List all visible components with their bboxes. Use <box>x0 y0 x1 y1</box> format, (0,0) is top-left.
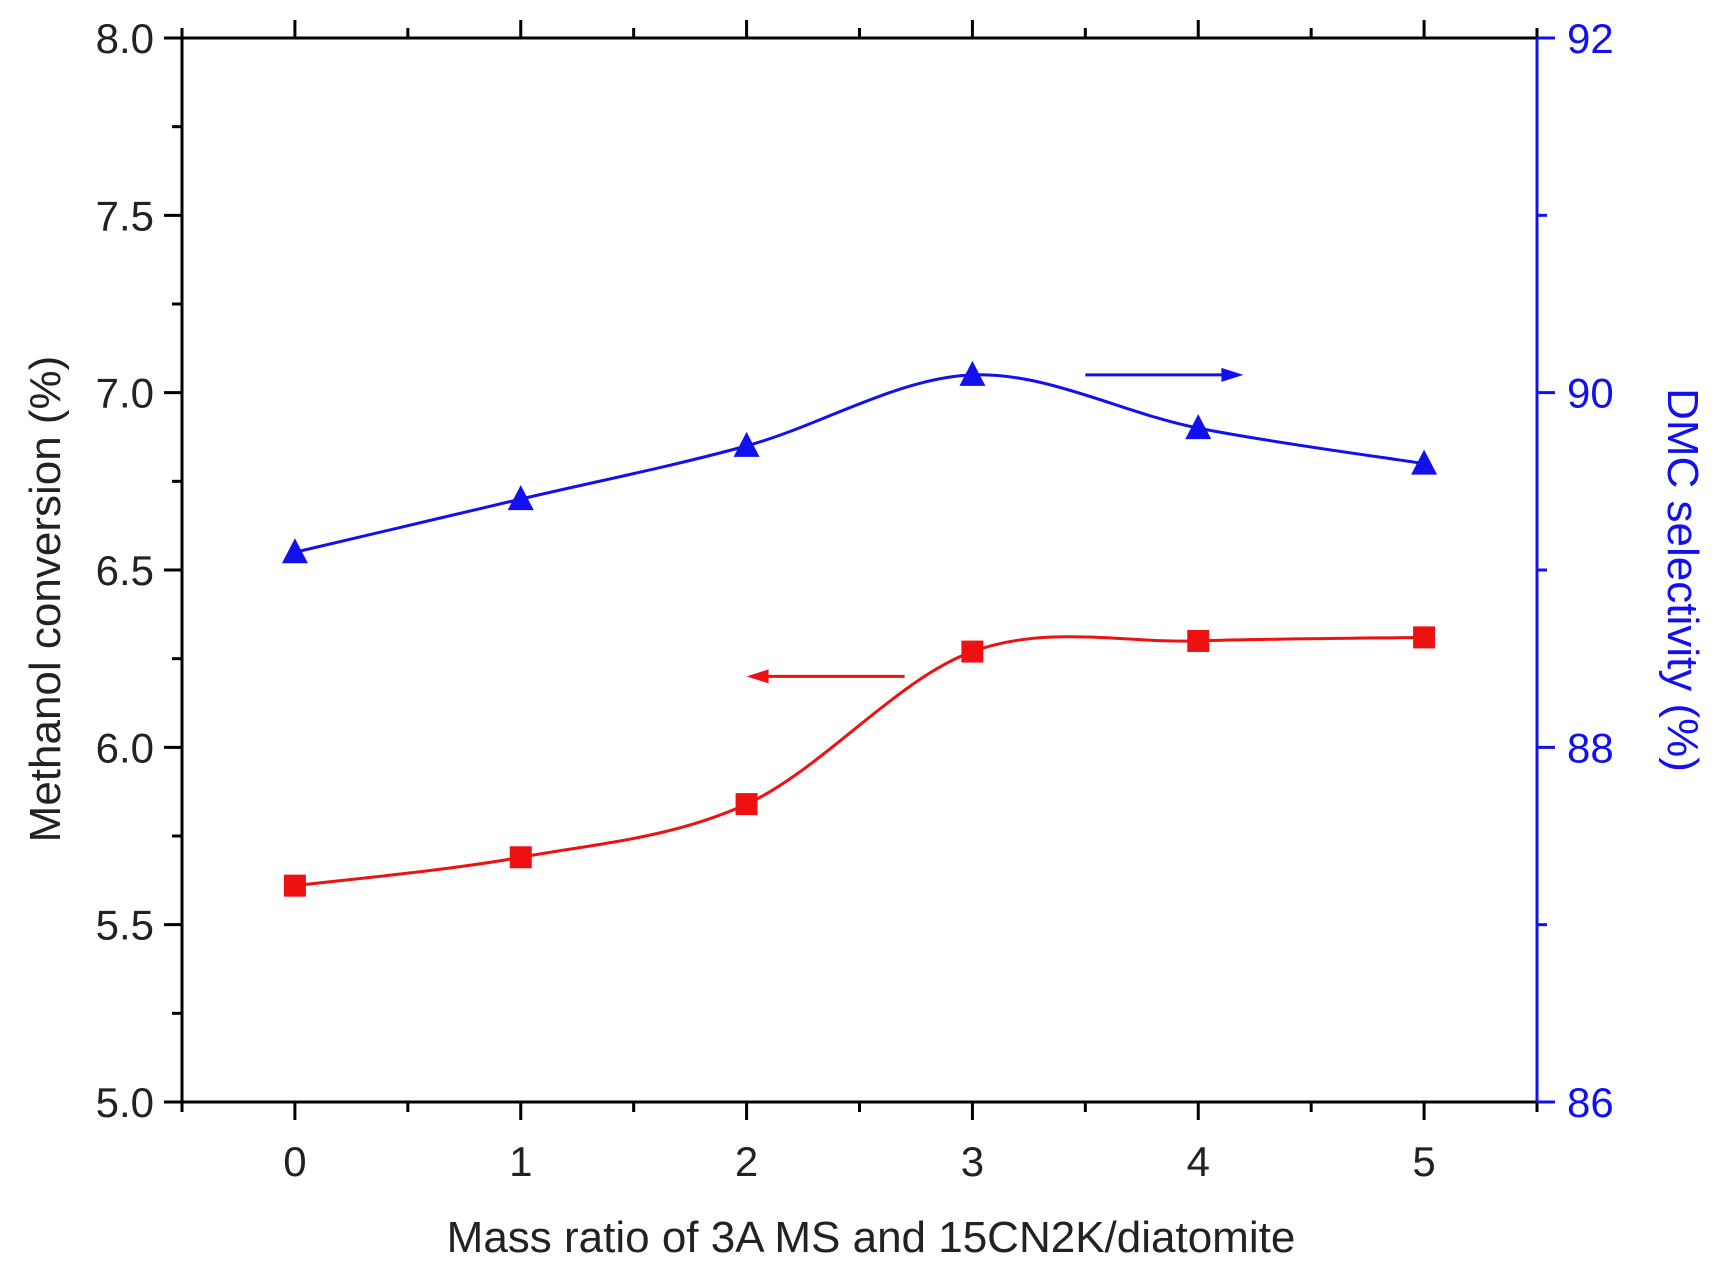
methanol-conversion-point <box>735 793 758 816</box>
methanol-conversion-point <box>961 640 984 663</box>
dmc-selectivity-curve <box>294 373 1425 554</box>
right-y-tick-label: 90 <box>1567 370 1614 417</box>
methanol-conversion-curve <box>294 635 1425 888</box>
left-y-tick-label: 8.0 <box>96 15 154 62</box>
x-tick-label: 2 <box>735 1138 758 1185</box>
dmc-selectivity-point <box>1185 414 1212 440</box>
x-tick-label: 5 <box>1412 1138 1435 1185</box>
dmc-selectivity-point <box>507 485 534 511</box>
right-y-tick-label: 88 <box>1567 724 1614 771</box>
methanol-conversion-point <box>1413 626 1436 649</box>
left-y-tick-label: 6.5 <box>96 547 154 594</box>
annotation-arrows <box>746 367 1244 684</box>
right-y-tick-label: 92 <box>1567 15 1614 62</box>
left-arrow-icon <box>746 669 769 684</box>
dmc-selectivity-point <box>281 538 308 564</box>
x-tick-label: 1 <box>509 1138 532 1185</box>
right-y-axis-title: DMC selectivity (%) <box>1658 388 1707 772</box>
x-tick-label: 4 <box>1187 1138 1210 1185</box>
left-y-tick-label: 7.0 <box>96 370 154 417</box>
left-y-tick-label: 6.0 <box>96 724 154 771</box>
dmc-selectivity-point <box>733 431 760 457</box>
left-y-tick-label: 7.5 <box>96 192 154 239</box>
right-arrow-icon <box>1221 367 1244 382</box>
x-axis-title: Mass ratio of 3A MS and 15CN2K/diatomite <box>447 1213 1296 1262</box>
x-tick-label: 0 <box>283 1138 306 1185</box>
right-y-tick-label: 86 <box>1567 1079 1614 1126</box>
left-y-tick-label: 5.0 <box>96 1079 154 1126</box>
x-tick-label: 3 <box>961 1138 984 1185</box>
methanol-conversion-point <box>509 846 532 869</box>
series-curves <box>294 373 1425 888</box>
left-y-tick-label: 5.5 <box>96 902 154 949</box>
methanol-conversion-point <box>283 874 306 897</box>
dmc-selectivity-point <box>1411 449 1438 475</box>
methanol-conversion-point <box>1187 629 1210 652</box>
axes: 0 1 2 3 4 5 5.0 5.5 6.0 6.5 7.0 7.5 8.0 86 88 90 92 <box>96 15 1614 1185</box>
series-markers <box>281 360 1438 897</box>
left-y-axis-title: Methanol conversion (%) <box>21 356 70 843</box>
dmc-selectivity-point <box>959 360 986 386</box>
